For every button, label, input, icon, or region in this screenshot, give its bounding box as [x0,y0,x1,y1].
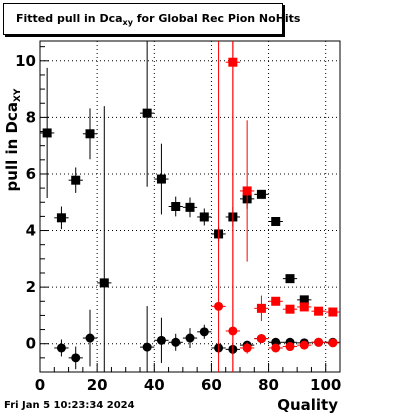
y-tick-label: 8 [26,108,36,126]
data-point-square [314,306,324,316]
data-point-circle [328,338,338,348]
data-point-circle [85,333,95,343]
x-axis-title: Quality [277,396,338,414]
series-group [40,41,312,372]
data-point-square [242,186,252,196]
data-point-square [256,189,266,199]
series-group [225,41,340,372]
data-point-square [299,295,309,305]
series-group [211,41,340,372]
data-point-square [199,212,209,222]
data-point-square [285,304,295,314]
data-point-circle [242,343,252,353]
data-point-square [271,216,281,226]
x-tick-label: 0 [35,376,45,394]
data-series [40,41,340,372]
data-point-circle [299,340,309,350]
data-point-square [85,129,95,139]
x-tick-label: 40 [144,376,165,394]
data-point-circle [156,335,166,345]
x-tick-label: 60 [201,376,222,394]
y-tick-label: 6 [26,165,36,183]
x-tick-label: 100 [310,376,341,394]
data-point-circle [56,343,66,353]
y-tick-label: 10 [15,52,36,70]
data-point-square [71,175,81,185]
data-point-square [56,213,66,223]
data-point-square [99,278,109,288]
plot-frame [39,40,341,373]
x-tick-label: 80 [258,376,279,394]
axis-ticks [39,46,341,373]
data-point-square [42,128,52,138]
data-point-square [285,274,295,284]
data-point-circle [71,353,81,363]
data-point-circle [256,334,266,344]
chart-title-box: Fitted pull in Dcaxy for Global Rec Pion… [3,3,300,35]
y-tick-label: 4 [26,222,36,240]
data-point-circle [285,342,295,352]
data-point-square [156,174,166,184]
data-point-circle [314,337,324,347]
data-point-circle [185,333,195,343]
data-point-circle [171,337,181,347]
y-axis-title: pull in DcaXY [3,88,23,191]
data-point-square [142,108,152,118]
data-point-circle [142,342,152,352]
date-stamp: Fri Jan 5 10:23:34 2024 [4,400,135,411]
data-point-circle [199,327,209,337]
y-tick-label: 2 [26,278,36,296]
tick-labels: 0 20 40 60 80 100 0 2 4 6 8 10 [15,52,341,394]
series-group [54,306,340,372]
data-point-square [299,302,309,312]
data-point-circle [271,343,281,353]
data-point-square [185,202,195,212]
data-point-circle [214,301,224,311]
x-tick-label: 20 [87,376,108,394]
data-point-square [171,202,181,211]
data-point-square [328,307,338,317]
data-point-square [271,296,281,306]
chart-title: Fitted pull in Dcaxy for Global Rec Pion… [16,12,301,28]
data-point-circle [228,326,238,336]
data-point-square [256,303,266,313]
y-tick-label: 0 [26,335,36,353]
